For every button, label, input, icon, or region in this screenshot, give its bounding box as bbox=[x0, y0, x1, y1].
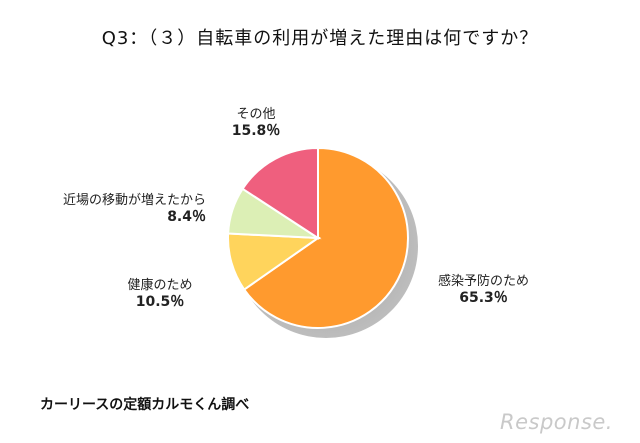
slice-label-health: 健康のため 10.5％ bbox=[127, 277, 192, 311]
slice-label-nearby-value: 8.4％ bbox=[167, 209, 206, 225]
slice-label-infection-text: 感染予防のため bbox=[438, 274, 530, 289]
brand-logo: Response. bbox=[500, 410, 613, 434]
slice-label-other-text: その他 bbox=[236, 107, 276, 122]
slice-label-infection: 感染予防のため 65.3％ bbox=[438, 273, 529, 307]
slice-infection bbox=[242, 146, 409, 329]
slice-label-health-value: 10.5％ bbox=[135, 294, 185, 310]
slice-label-nearby: 近場の移動が増えたから 8.4％ bbox=[63, 192, 206, 226]
chart-title: Q3：（３）自転車の利用が増えた理由は何ですか？ bbox=[101, 28, 539, 49]
source-note: カーリースの定額カルモくん調べ bbox=[40, 397, 250, 413]
slice-label-other-value: 15.8％ bbox=[231, 123, 281, 139]
slice-label-health-text: 健康のため bbox=[127, 278, 193, 293]
slice-label-infection-value: 65.3％ bbox=[459, 290, 508, 306]
slice-label-nearby-text: 近場の移動が増えたから bbox=[62, 193, 206, 208]
slice-label-other: その他 15.8％ bbox=[232, 106, 281, 140]
slice-other bbox=[241, 146, 319, 240]
